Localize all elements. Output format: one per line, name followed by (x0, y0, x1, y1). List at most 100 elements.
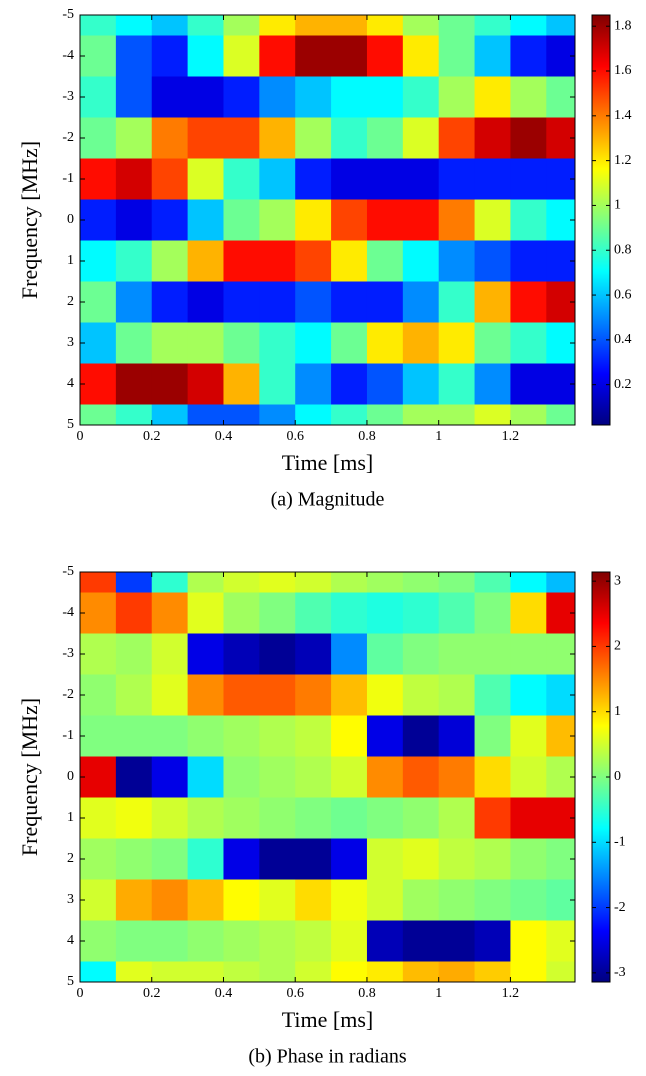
cell (295, 879, 332, 921)
cell (295, 920, 332, 962)
cell (80, 322, 117, 364)
colorbar-tick-label: -3 (614, 965, 626, 980)
cell (187, 117, 224, 159)
y-tick-label: 3 (67, 335, 74, 350)
cell (223, 715, 260, 757)
cell (510, 158, 547, 200)
cell (331, 920, 368, 962)
cell (295, 35, 332, 77)
cell (80, 15, 117, 36)
cell (402, 961, 440, 982)
cell (402, 674, 440, 716)
cell (546, 363, 575, 405)
cell (402, 756, 440, 798)
cell (187, 76, 224, 118)
cell (259, 240, 296, 282)
cell (80, 961, 117, 982)
cell (80, 838, 117, 880)
cell (438, 592, 476, 634)
cell (80, 756, 117, 798)
cell (151, 158, 189, 200)
cell (223, 404, 260, 425)
colorbar-tick-label: 3 (614, 573, 621, 588)
heatmap (80, 15, 575, 425)
cell (510, 838, 547, 880)
cell (438, 363, 476, 405)
cell (438, 920, 476, 962)
cell (223, 838, 260, 880)
x-tick-label: 0.4 (215, 429, 233, 444)
x-tick-label: 1.2 (502, 986, 520, 1001)
cell (187, 756, 224, 798)
cell (438, 633, 476, 675)
cell (151, 404, 189, 425)
cell (474, 920, 511, 962)
cell (115, 15, 153, 36)
cell (366, 920, 404, 962)
cell (223, 592, 260, 634)
cell (474, 199, 511, 241)
cell (546, 838, 575, 880)
cell (402, 363, 440, 405)
y-tick-label: 4 (67, 376, 74, 391)
cell (295, 674, 332, 716)
cell (115, 633, 153, 675)
cell (187, 592, 224, 634)
cell (80, 879, 117, 921)
cell (259, 715, 296, 757)
cell (187, 158, 224, 200)
cell (438, 15, 476, 36)
cell (546, 117, 575, 159)
cell (115, 961, 153, 982)
cell (115, 572, 153, 593)
cell (474, 322, 511, 364)
cell (510, 322, 547, 364)
cell (474, 117, 511, 159)
cell (187, 961, 224, 982)
caption: (b) Phase in radians (248, 1046, 407, 1068)
cell (331, 117, 368, 159)
cell (474, 404, 511, 425)
cell (151, 592, 189, 634)
cell (151, 322, 189, 364)
cell (295, 240, 332, 282)
cell (259, 281, 296, 323)
cell (331, 756, 368, 798)
cell (546, 920, 575, 962)
y-tick-label: -3 (62, 89, 74, 104)
cell (187, 199, 224, 241)
cell (223, 879, 260, 921)
cell (438, 715, 476, 757)
cell (187, 797, 224, 839)
cell (510, 117, 547, 159)
y-tick-label: 0 (67, 769, 74, 784)
colorbar-tick-label: 0.6 (614, 287, 632, 302)
cell (366, 158, 404, 200)
cell (295, 15, 332, 36)
cell (151, 240, 189, 282)
cell (223, 674, 260, 716)
y-tick-label: 1 (67, 810, 74, 825)
cell (474, 240, 511, 282)
cell (259, 363, 296, 405)
x-tick-label: 0 (77, 986, 84, 1001)
cell (402, 35, 440, 77)
cell (474, 633, 511, 675)
y-axis-label: Frequency [MHz] (17, 698, 42, 856)
colorbar-tick-label: -2 (614, 900, 626, 915)
cell (510, 363, 547, 405)
cell (115, 797, 153, 839)
cell (115, 76, 153, 118)
cell (366, 363, 404, 405)
y-tick-label: -4 (62, 48, 74, 63)
cell (187, 838, 224, 880)
cell (115, 363, 153, 405)
x-tick-label: 0.8 (358, 986, 376, 1001)
cell (187, 633, 224, 675)
cell (115, 592, 153, 634)
cell (115, 158, 153, 200)
cell (259, 35, 296, 77)
cell (151, 920, 189, 962)
cell (331, 158, 368, 200)
cell (510, 281, 547, 323)
